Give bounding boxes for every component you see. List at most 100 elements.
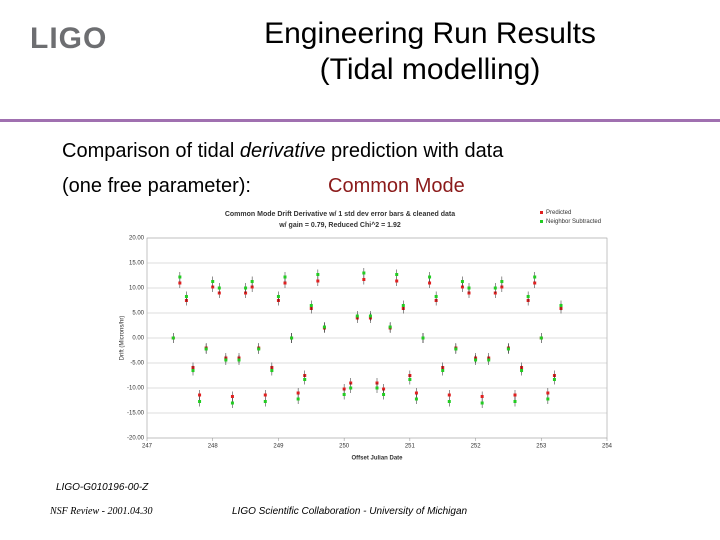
chart: Common Mode Drift Derivative w/ 1 std de… xyxy=(120,210,613,462)
body-line: (one free parameter): xyxy=(62,175,251,197)
point xyxy=(263,400,267,403)
point xyxy=(178,275,182,279)
point xyxy=(401,304,405,307)
point xyxy=(309,304,313,307)
point xyxy=(250,285,254,289)
point xyxy=(368,314,372,318)
point xyxy=(500,285,504,289)
point xyxy=(421,336,425,340)
point xyxy=(283,281,287,285)
point xyxy=(237,358,241,362)
point xyxy=(211,285,215,289)
point xyxy=(230,401,234,405)
y-tick-label: -20.00 xyxy=(127,436,145,442)
legend-label: Neighbor Subtracted xyxy=(546,219,601,225)
point xyxy=(395,279,399,283)
chart-title: w/ gain = 0.79, Reduced Chi^2 = 1.92 xyxy=(278,221,401,229)
point xyxy=(362,278,366,281)
logo: LIGO xyxy=(30,22,108,55)
y-tick-label: 10.00 xyxy=(129,286,145,292)
y-tick-label: 5.00 xyxy=(132,311,144,317)
y-tick-label: -10.00 xyxy=(127,386,145,392)
point xyxy=(526,295,530,298)
x-tick-label: 252 xyxy=(471,444,482,450)
point xyxy=(428,281,432,285)
point xyxy=(342,387,346,391)
footer-right: LIGO Scientific Collaboration - Universi… xyxy=(232,506,468,517)
y-tick-label: 0.00 xyxy=(132,336,144,342)
point xyxy=(428,275,432,279)
footer-left: NSF Review - 2001.04.30 xyxy=(50,506,153,517)
point xyxy=(513,393,517,397)
body-line: Comparison of tidal derivative predictio… xyxy=(62,140,503,163)
point xyxy=(408,378,412,381)
point xyxy=(414,391,418,395)
text: derivative xyxy=(239,140,326,162)
point xyxy=(539,336,543,340)
point xyxy=(224,358,228,362)
point xyxy=(500,280,504,283)
point xyxy=(552,378,556,381)
point xyxy=(480,395,484,398)
point xyxy=(467,286,471,290)
point xyxy=(257,347,261,351)
point xyxy=(244,286,248,290)
point xyxy=(296,391,300,395)
point xyxy=(204,347,208,351)
x-tick-label: 251 xyxy=(405,444,416,450)
point xyxy=(355,314,359,318)
point xyxy=(178,281,182,285)
x-tick-label: 254 xyxy=(602,444,613,450)
point xyxy=(250,280,254,283)
divider xyxy=(0,119,720,122)
point xyxy=(395,273,399,276)
point xyxy=(191,369,195,372)
text: prediction with data xyxy=(325,140,504,162)
x-tick-label: 248 xyxy=(208,444,219,450)
point xyxy=(441,369,445,372)
point xyxy=(533,275,537,279)
point xyxy=(487,358,491,362)
point xyxy=(493,286,497,290)
y-axis-label: Drift (Microns/hr) xyxy=(120,316,126,361)
point xyxy=(184,295,188,298)
point xyxy=(283,275,287,279)
point xyxy=(198,400,202,403)
point xyxy=(546,397,550,401)
point xyxy=(375,386,379,390)
point xyxy=(171,336,175,340)
point xyxy=(447,393,451,397)
point xyxy=(480,401,484,405)
y-tick-label: -15.00 xyxy=(127,411,145,417)
point xyxy=(546,391,550,395)
title-line: Engineering Run Results xyxy=(264,17,596,50)
slide-title: Engineering Run Results (Tidal modelling… xyxy=(140,16,720,88)
point xyxy=(290,336,294,340)
point xyxy=(513,400,517,403)
point xyxy=(460,285,464,289)
point xyxy=(454,347,458,351)
point xyxy=(388,325,392,329)
x-tick-label: 253 xyxy=(536,444,547,450)
point xyxy=(217,286,221,290)
text: Comparison of tidal xyxy=(62,140,240,162)
doc-id: LIGO-G010196-00-Z xyxy=(56,482,149,493)
point xyxy=(460,280,464,283)
x-tick-label: 250 xyxy=(339,444,350,450)
point xyxy=(447,400,451,403)
point xyxy=(520,369,524,372)
point xyxy=(322,325,326,329)
point xyxy=(198,393,202,397)
chart-title: Common Mode Drift Derivative w/ 1 std de… xyxy=(225,211,455,218)
point xyxy=(316,273,320,276)
point xyxy=(296,397,300,401)
point xyxy=(559,304,563,307)
x-tick-label: 249 xyxy=(273,444,284,450)
y-tick-label: -5.00 xyxy=(130,361,144,367)
legend-swatch xyxy=(540,211,543,214)
point xyxy=(270,369,274,372)
point xyxy=(211,280,215,283)
highlight: Common Mode xyxy=(328,175,465,197)
point xyxy=(263,393,267,397)
point xyxy=(316,279,320,283)
